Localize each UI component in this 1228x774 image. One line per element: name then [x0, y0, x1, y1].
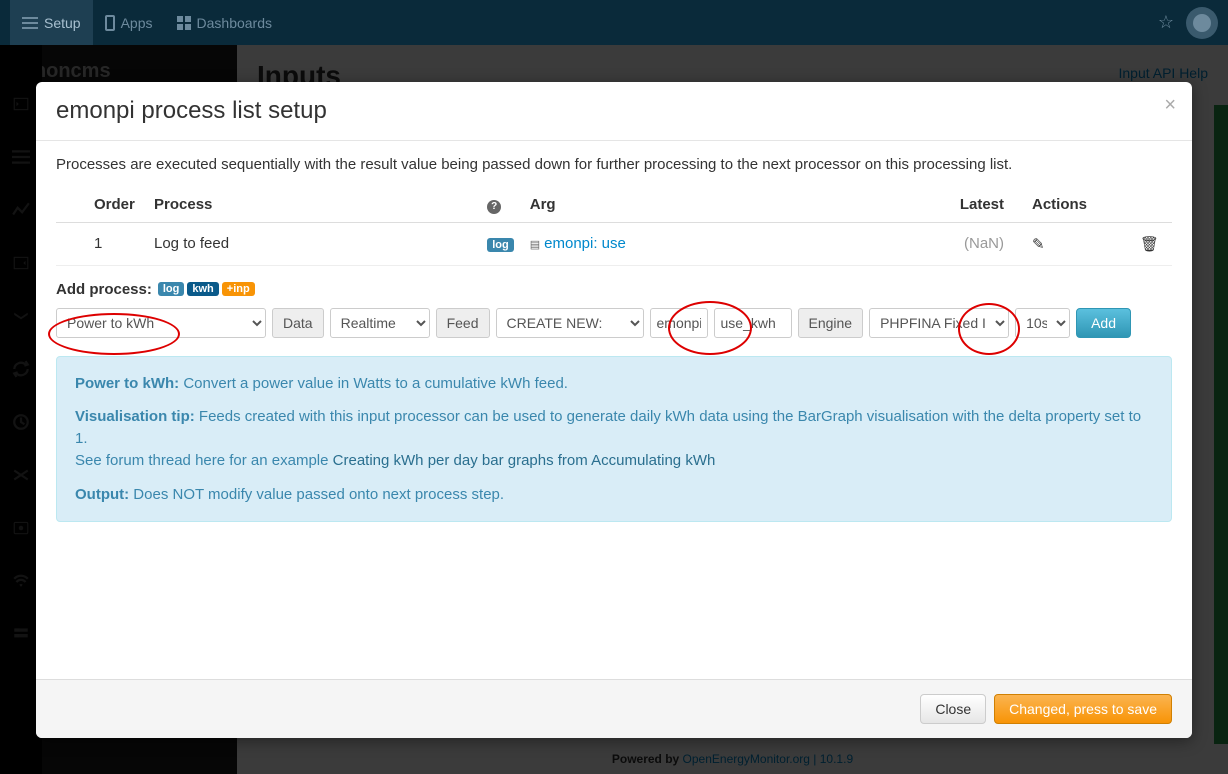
- nav-apps[interactable]: Apps: [93, 0, 165, 45]
- info-box: Power to kWh: Convert a power value in W…: [56, 356, 1172, 523]
- data-label: Data: [272, 308, 324, 338]
- modal-footer: Close Changed, press to save: [36, 679, 1192, 738]
- badge-inp: +inp: [222, 282, 255, 296]
- phone-icon: [105, 15, 115, 31]
- feed-icon: ▤: [530, 239, 540, 251]
- node-input[interactable]: [650, 308, 708, 338]
- hamburger-icon: [22, 17, 38, 29]
- feedname-input[interactable]: [714, 308, 792, 338]
- save-button[interactable]: Changed, press to save: [994, 694, 1172, 724]
- badge-kwh: kwh: [187, 282, 218, 296]
- forum-link[interactable]: Creating kWh per day bar graphs from Acc…: [333, 452, 716, 469]
- col-arg: Arg: [522, 188, 932, 222]
- feed-select[interactable]: CREATE NEW:: [496, 308, 644, 338]
- badge-log: log: [158, 282, 185, 296]
- cell-process: Log to feed: [146, 222, 479, 265]
- arg-link[interactable]: emonpi: use: [544, 235, 626, 252]
- feed-label: Feed: [436, 308, 490, 338]
- engine-label: Engine: [798, 308, 864, 338]
- nav-setup-label: Setup: [44, 15, 81, 31]
- top-nav: Setup Apps Dashboards ☆: [0, 0, 1228, 45]
- log-badge: log: [487, 238, 514, 252]
- data-select[interactable]: Realtime: [330, 308, 430, 338]
- engine-select[interactable]: PHPFINA Fixed Interval: [869, 308, 1009, 338]
- process-list-modal: emonpi process list setup × Processes ar…: [36, 82, 1192, 738]
- cell-latest: (NaN): [932, 222, 1012, 265]
- close-icon[interactable]: ×: [1164, 94, 1176, 117]
- help-icon[interactable]: ?: [487, 200, 501, 214]
- modal-title: emonpi process list setup: [56, 97, 1172, 125]
- process-table: Order Process ? Arg Latest Actions 1 Log…: [56, 188, 1172, 266]
- grid-icon: [177, 16, 191, 30]
- star-icon: ☆: [1158, 12, 1174, 33]
- col-actions: Actions: [1012, 188, 1132, 222]
- nav-dashboards[interactable]: Dashboards: [165, 0, 285, 45]
- col-order: Order: [86, 188, 146, 222]
- add-process-label: Add process: log kwh +inp: [56, 281, 1172, 298]
- edit-icon[interactable]: ✎: [1032, 236, 1045, 253]
- add-process-form: Power to kWh Data Realtime Feed CREATE N…: [56, 308, 1172, 338]
- nav-dashboards-label: Dashboards: [197, 15, 273, 31]
- nav-favorite[interactable]: ☆: [1146, 0, 1186, 45]
- delete-icon[interactable]: 🗑: [1140, 236, 1159, 253]
- modal-description: Processes are executed sequentially with…: [56, 156, 1172, 173]
- interval-select[interactable]: 10s: [1015, 308, 1070, 338]
- modal-header: emonpi process list setup ×: [36, 82, 1192, 140]
- nav-apps-label: Apps: [121, 15, 153, 31]
- col-process: Process: [146, 188, 479, 222]
- process-select[interactable]: Power to kWh: [56, 308, 266, 338]
- add-button[interactable]: Add: [1076, 308, 1131, 338]
- table-row: 1 Log to feed log ▤ emonpi: use (NaN) ✎ 🗑: [56, 222, 1172, 265]
- close-button[interactable]: Close: [920, 694, 986, 724]
- user-avatar[interactable]: [1186, 7, 1218, 39]
- col-latest: Latest: [932, 188, 1012, 222]
- nav-setup[interactable]: Setup: [10, 0, 93, 45]
- cell-order: 1: [86, 222, 146, 265]
